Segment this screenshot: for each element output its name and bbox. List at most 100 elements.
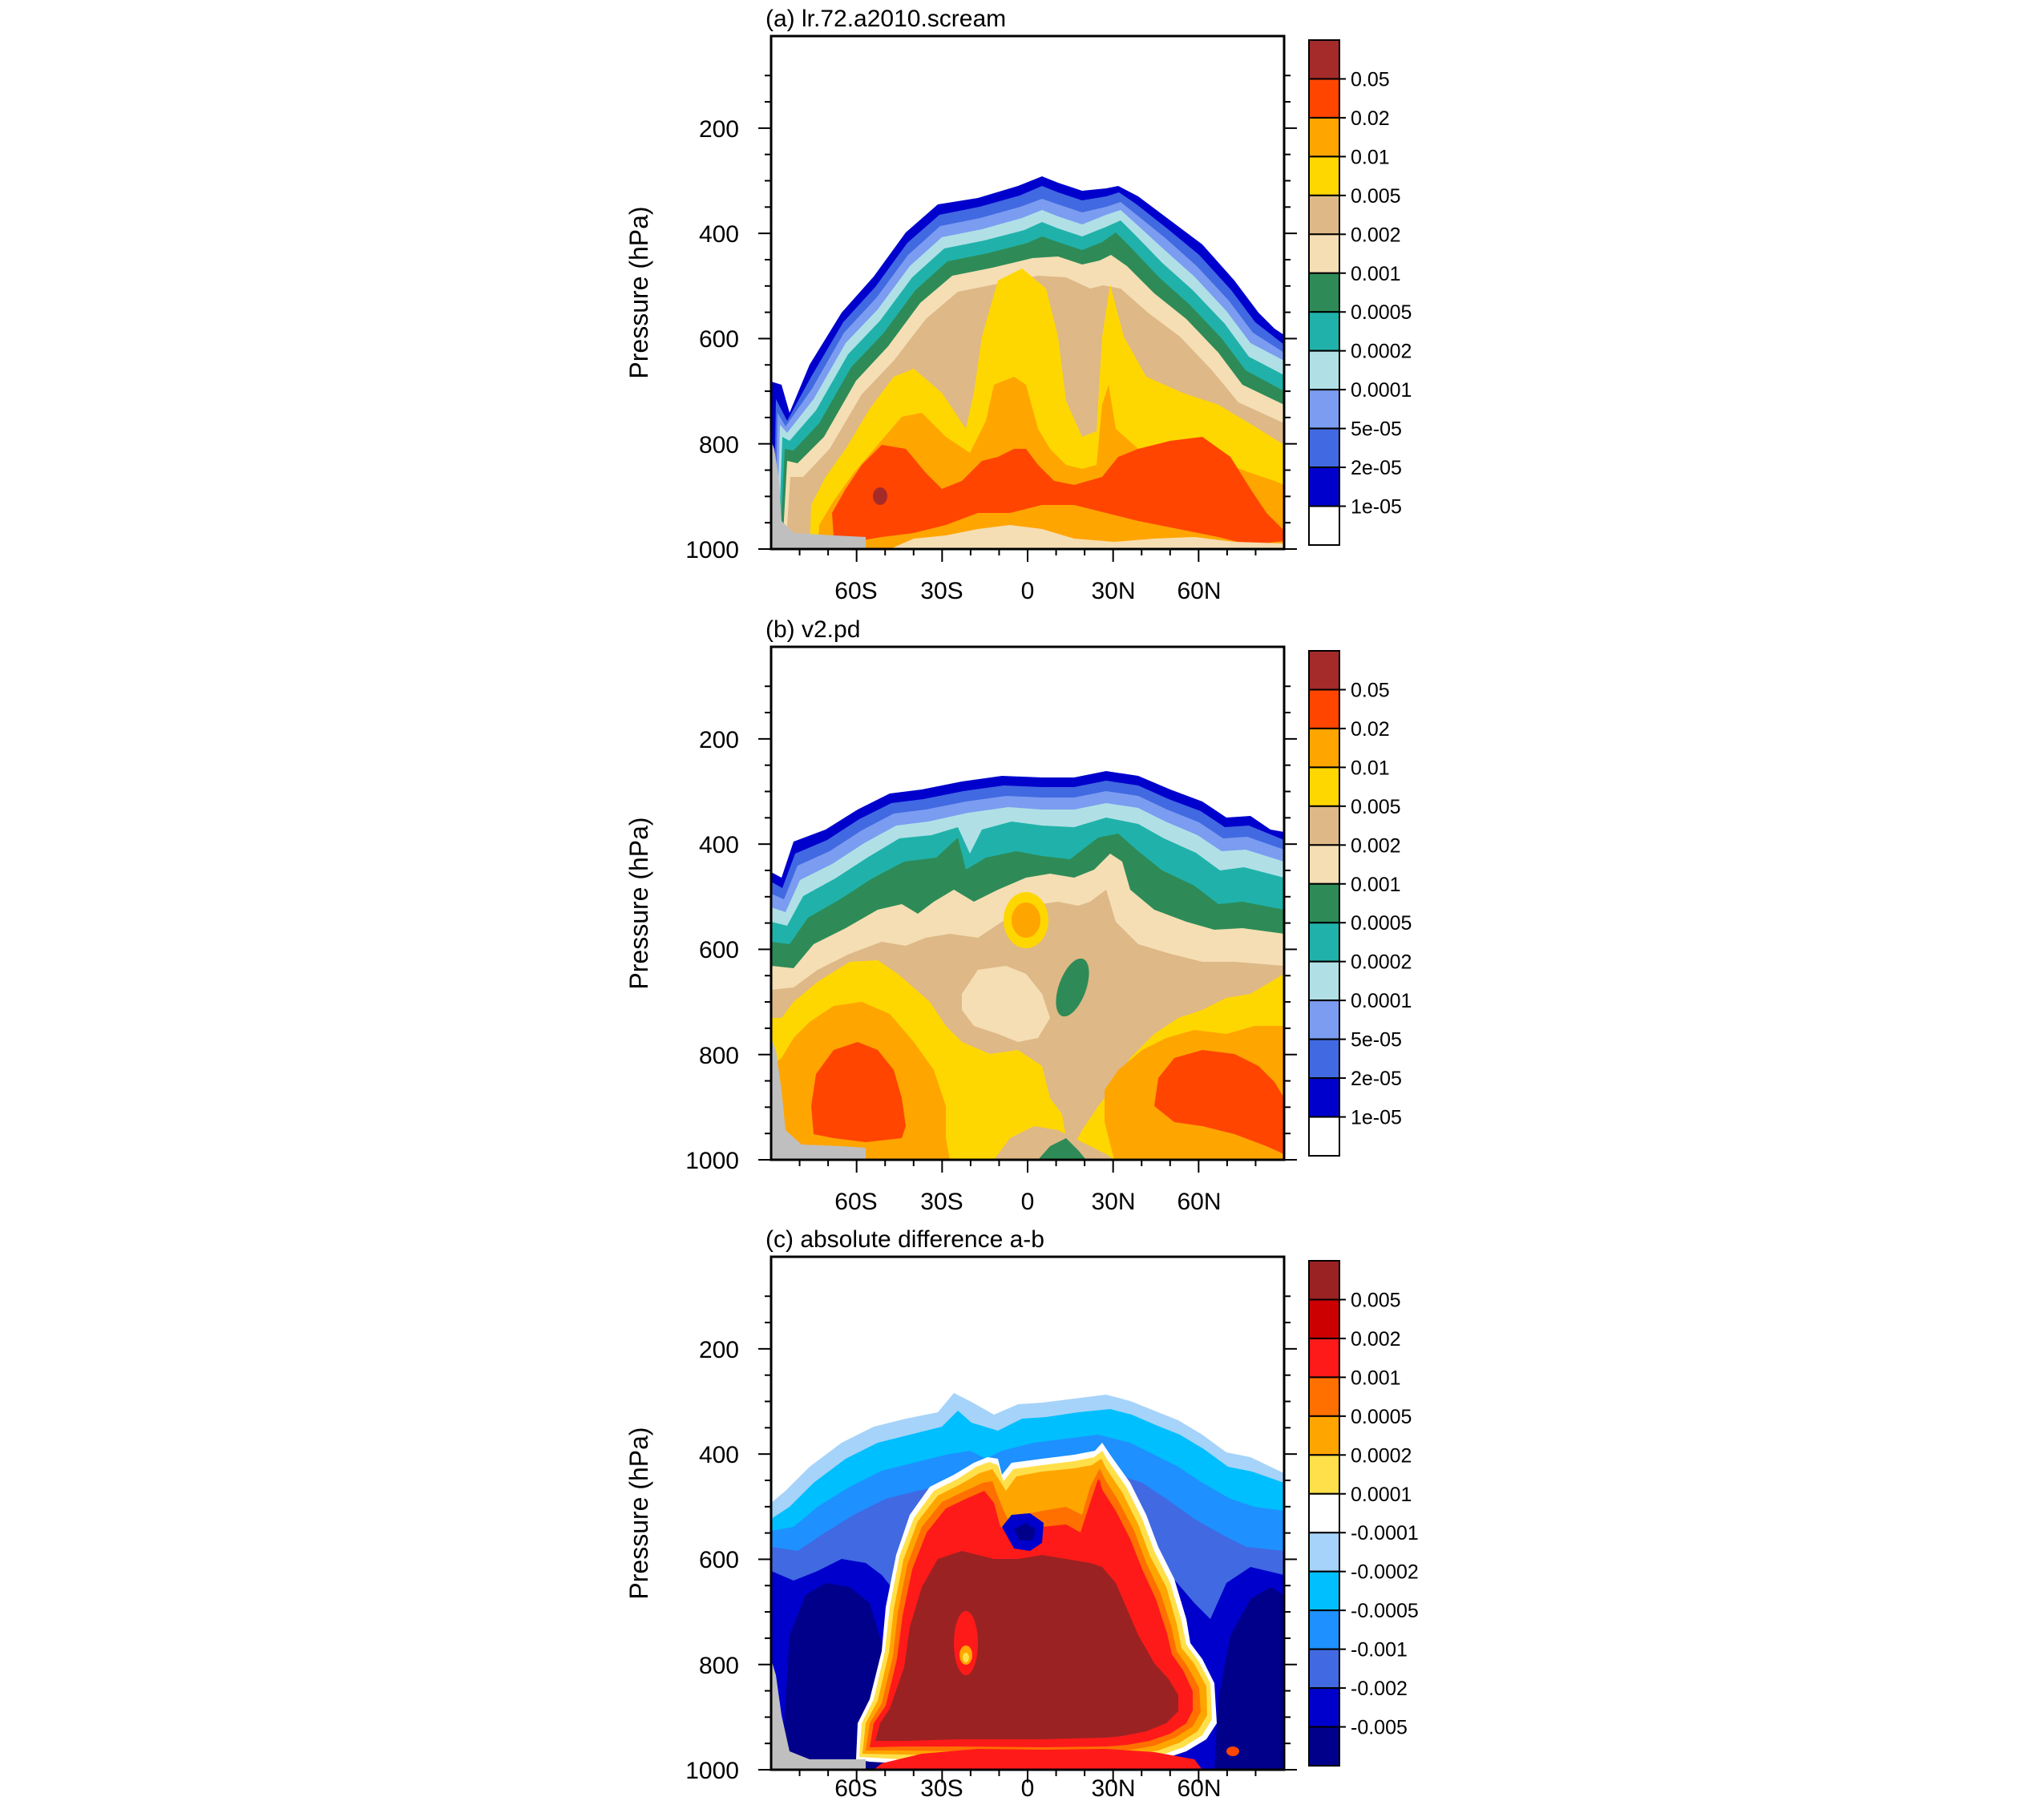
colorbar: 0.05 0.02 0.01 0.005 0.002 0.001 0.0005 0.0002 0…	[1308, 650, 1412, 1157]
y-axis-label: Pressure (hPa)	[624, 817, 653, 989]
colorbar-label: 0.002	[1351, 1328, 1401, 1351]
colorbar-label: 0.0005	[1351, 301, 1412, 324]
x-tick-label: 60N	[1177, 578, 1221, 604]
contour-0.002-streak	[1095, 1479, 1108, 1567]
colorbar-swatch	[1308, 1337, 1340, 1379]
contour-0.002-floor	[890, 525, 1284, 549]
colorbar-swatch	[1308, 311, 1340, 352]
y-tick-label: 400	[699, 221, 739, 248]
y-tick-label: 800	[699, 432, 739, 458]
y-tick-label: 1000	[685, 537, 739, 563]
contour-0.02-blob	[1012, 902, 1040, 938]
colorbar-swatch	[1308, 1077, 1340, 1118]
colorbar-label: 0.005	[1351, 1289, 1401, 1311]
panel-title: (c) absolute difference a-b	[765, 1226, 1044, 1253]
axis-ticks	[758, 685, 1297, 1173]
colorbar-swatch	[1308, 1260, 1340, 1301]
panel-c: (c) absolute difference a-b	[624, 1226, 1419, 1802]
colorbar-swatch	[1308, 766, 1340, 807]
y-tick-label: 1000	[685, 1758, 739, 1784]
y-tick-label: 600	[699, 937, 739, 963]
colorbar-swatch	[1308, 1298, 1340, 1339]
colorbar-swatch	[1308, 999, 1340, 1040]
colorbar-label: -0.0001	[1351, 1522, 1419, 1545]
x-tick-labels: 60S 30S 0 30N 60N	[834, 578, 1221, 604]
colorbar-label: -0.005	[1351, 1717, 1408, 1739]
y-axis-label: Pressure (hPa)	[624, 1427, 653, 1599]
colorbar-swatch	[1308, 389, 1340, 430]
colorbar-label: 0.005	[1351, 185, 1401, 208]
colorbar-label: 0.0002	[1351, 1444, 1412, 1467]
x-tick-label: 30N	[1091, 1189, 1135, 1215]
colorbar-label: 0.001	[1351, 1367, 1401, 1389]
contour-0.0005-blob	[1056, 958, 1089, 1017]
colorbar-label: 0.0005	[1351, 912, 1412, 935]
colorbar-swatch	[1308, 1532, 1340, 1573]
colorbar-label: 2e-05	[1351, 1068, 1402, 1090]
colorbar-swatch	[1308, 1376, 1340, 1417]
y-tick-label: 800	[699, 1653, 739, 1679]
colorbar-swatch	[1308, 960, 1340, 1002]
x-tick-label: 60S	[834, 1775, 877, 1802]
colorbar-swatch	[1308, 272, 1340, 313]
colorbar-label: 0.05	[1351, 68, 1390, 91]
colorbar-swatch	[1308, 39, 1340, 80]
y-tick-label: 200	[699, 1337, 739, 1363]
colorbar-label: 0.0001	[1351, 379, 1412, 402]
x-tick-labels: 60S 30S 0 30N 60N	[834, 1189, 1221, 1215]
colorbar-label: 1e-05	[1351, 496, 1402, 519]
colorbar-swatch	[1308, 1492, 1340, 1534]
colorbar-swatch	[1308, 427, 1340, 469]
y-tick-label: 200	[699, 727, 739, 753]
contour-0.005-core	[875, 1551, 1178, 1741]
axis-ticks	[758, 1295, 1297, 1783]
y-tick-label: 600	[699, 326, 739, 353]
contour-0.001-patch-1	[962, 966, 1050, 1042]
colorbar-swatch	[1308, 349, 1340, 391]
contour-0.02	[832, 437, 1284, 545]
panel-b: (b) v2.pd 200 400	[624, 616, 1412, 1215]
contour-0.002-floor	[874, 1749, 1202, 1770]
colorbar-swatch	[1308, 116, 1340, 158]
colorbar-label: -0.0005	[1351, 1600, 1419, 1622]
colorbar-swatch	[1308, 1038, 1340, 1080]
x-tick-labels: 60S 30S 0 30N 60N	[834, 1775, 1221, 1802]
x-tick-label: 0	[1021, 578, 1035, 604]
axis-ticks	[758, 75, 1297, 562]
orography	[771, 1038, 866, 1160]
colorbar-label: 0.01	[1351, 146, 1390, 168]
contour-plot	[771, 647, 1284, 1160]
x-tick-label: 30N	[1091, 578, 1135, 604]
y-tick-labels: 200 400 600 800 1000	[685, 1337, 739, 1784]
colorbar-label: 0.001	[1351, 874, 1401, 896]
colorbar-swatch	[1308, 1687, 1340, 1728]
y-tick-labels: 200 400 600 800 1000	[685, 116, 739, 563]
panel-a: (a) lr.72.a2010.scream 200 400 600 800 1	[624, 6, 1412, 604]
colorbar-swatch	[1308, 727, 1340, 769]
y-tick-label: 400	[699, 1442, 739, 1468]
y-axis-label: Pressure (hPa)	[624, 206, 653, 378]
colorbar-label: 0.001	[1351, 263, 1401, 285]
colorbar-swatch	[1308, 194, 1340, 236]
colorbar-swatch	[1308, 805, 1340, 846]
colorbar-label: 0.05	[1351, 679, 1390, 701]
colorbar-swatch	[1308, 466, 1340, 507]
colorbar-label: 0.0002	[1351, 341, 1412, 363]
x-tick-label: 30S	[920, 578, 963, 604]
colorbar-swatch	[1308, 650, 1340, 691]
colorbar-swatch	[1308, 688, 1340, 729]
contour-0.05	[873, 487, 887, 505]
colorbar-label: -0.002	[1351, 1678, 1408, 1700]
y-tick-label: 400	[699, 832, 739, 858]
contour-neg-blob-core	[1014, 1523, 1036, 1541]
colorbar-label: -0.001	[1351, 1639, 1408, 1662]
colorbar-label: 0.002	[1351, 224, 1401, 246]
colorbar-swatch	[1308, 1648, 1340, 1690]
colorbar-label: 2e-05	[1351, 457, 1402, 479]
contour-0.002-blob	[954, 1611, 978, 1675]
colorbar-label: 0.02	[1351, 107, 1390, 130]
colorbar-label: 0.0005	[1351, 1406, 1412, 1428]
colorbar-swatch	[1308, 882, 1340, 924]
colorbar-swatch	[1308, 1415, 1340, 1456]
colorbar-swatch	[1308, 1454, 1340, 1495]
